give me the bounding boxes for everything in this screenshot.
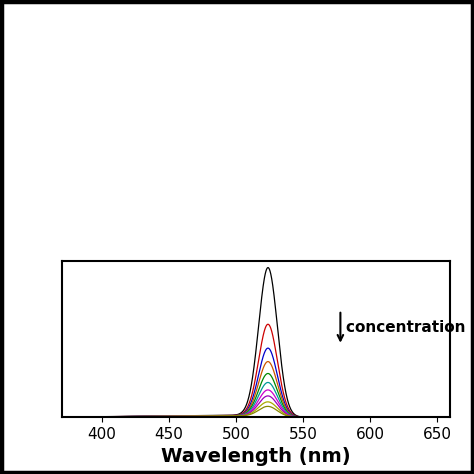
X-axis label: Wavelength (nm): Wavelength (nm)	[161, 447, 351, 466]
Text: concentration incr: concentration incr	[346, 320, 474, 335]
